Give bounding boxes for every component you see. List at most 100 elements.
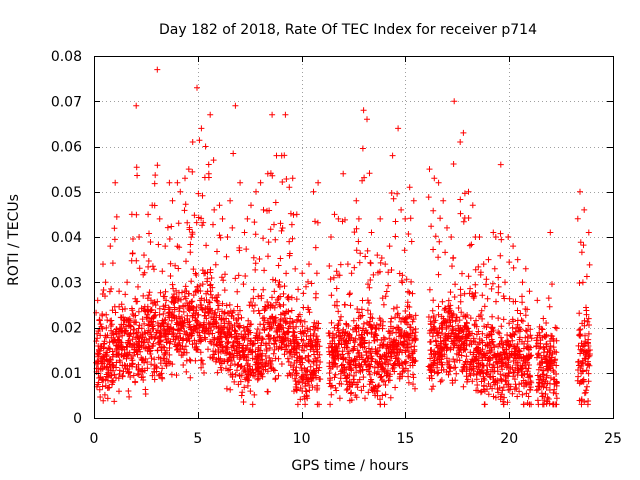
data-point [128,323,134,330]
data-point [435,303,442,310]
data-point [288,307,295,314]
data-point-peak [237,179,244,186]
data-point [139,357,146,364]
data-point-peak [355,215,362,222]
data-point [94,350,101,357]
data-point [540,401,547,408]
data-point [223,302,230,309]
data-point [267,301,274,308]
data-point [365,281,371,288]
data-point [498,334,504,341]
data-point [194,329,201,336]
data-point [130,312,137,319]
data-point [254,376,261,383]
data-point [134,341,141,348]
data-point [292,350,299,356]
data-point [119,372,126,379]
data-point [193,219,200,226]
data-point [157,360,164,367]
data-point [129,307,136,314]
data-point [173,372,180,379]
data-point [347,302,354,309]
data-point [478,307,485,314]
data-point [306,387,313,394]
data-point [202,309,208,316]
data-point [107,364,114,371]
data-point [493,298,499,305]
data-point [451,294,458,300]
data-point [435,254,442,261]
data-point [242,369,249,376]
data-point [523,328,530,335]
data-point [269,294,275,301]
data-point [383,288,390,295]
data-point [579,360,585,367]
data-point [344,344,351,351]
data-point [276,279,283,285]
data-point [432,233,439,240]
data-point [582,332,588,339]
data-point [118,352,125,359]
data-point [401,338,408,345]
data-point [501,351,508,358]
data-point [155,354,162,361]
data-point [471,293,478,300]
data-point [327,276,334,283]
data-point [550,367,557,374]
data-point [511,386,518,393]
data-point [456,357,463,364]
data-point [545,396,552,402]
data-point [459,367,465,373]
data-point [580,359,587,366]
data-point [489,280,496,287]
data-point [328,391,335,398]
data-point-peak [460,129,467,136]
data-point [133,164,140,171]
data-point [163,297,170,304]
data-point [247,338,254,345]
data-point [403,276,410,283]
data-point [109,381,115,388]
data-point [445,371,452,378]
data-point [299,359,306,366]
data-point [452,364,459,371]
data-point [474,382,481,388]
data-point [252,266,259,273]
data-point [267,363,274,369]
data-point [348,389,355,396]
data-point [197,288,204,294]
data-point [95,353,102,360]
data-point [252,302,258,309]
data-point [498,391,505,398]
data-point [446,368,453,375]
data-point [514,307,521,314]
data-point [430,246,437,253]
data-point [525,374,532,381]
data-point [144,359,151,365]
data-point [525,322,532,329]
data-point [360,320,367,327]
data-point [158,370,165,377]
data-point [499,344,506,351]
data-point [346,348,352,355]
data-point [551,386,558,393]
data-point [500,316,507,323]
data-point [579,368,586,375]
data-point-peak [353,197,360,204]
data-point [180,308,187,315]
data-point [223,365,229,372]
data-point [169,331,175,338]
data-point [265,253,271,260]
data-point [146,230,152,237]
data-point [101,340,108,347]
data-point [404,344,411,351]
data-point [526,346,532,353]
data-point [541,380,548,387]
data-point [112,309,119,316]
data-point [218,274,225,281]
data-point [259,350,266,357]
data-point [256,310,263,317]
data-point [148,297,154,304]
data-point [355,350,362,357]
data-point [285,293,292,300]
